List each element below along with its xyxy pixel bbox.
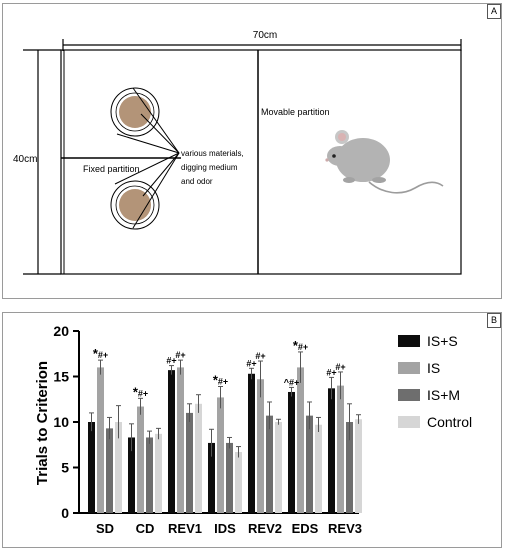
y-tick-label: 15 — [53, 369, 69, 385]
bar-sd-control — [115, 422, 122, 513]
legend-swatch-control — [398, 416, 420, 428]
bar-rev3-control — [355, 419, 362, 513]
x-tick-label: IDS — [214, 521, 236, 536]
width-label: 70cm — [253, 30, 277, 41]
apparatus-panel: A 70cm 40cm Fixed partition Movable part… — [2, 3, 502, 299]
legend: IS+S IS IS+M Control — [398, 333, 472, 430]
x-tick-label: REV1 — [168, 521, 202, 536]
legend-label: IS — [427, 360, 440, 376]
apparatus-box — [60, 49, 462, 275]
x-tick-labels: SD CD REV1 IDS REV2 EDS REV3 — [96, 521, 362, 536]
x-tick-label: EDS — [292, 521, 319, 536]
bar-ids-is-s — [208, 442, 215, 513]
significance-annotation: #+ — [326, 367, 336, 377]
bar-ids-is-m — [226, 442, 233, 513]
bar-rev1-is-s — [168, 370, 175, 513]
significance-annotation: *#+ — [293, 338, 308, 353]
significance-annotation: #+ — [255, 351, 265, 361]
digging-bowl-top — [110, 87, 160, 137]
x-tick-label: REV3 — [328, 521, 362, 536]
x-tick-label: CD — [136, 521, 155, 536]
legend-swatch-is-m — [398, 389, 420, 401]
height-label: 40cm — [13, 154, 37, 165]
bar-sd-is-s — [88, 422, 95, 513]
legend-label: IS+M — [427, 387, 460, 403]
legend-swatch-is — [398, 362, 420, 374]
y-tick-label: 10 — [53, 414, 69, 430]
bar-ids-control — [235, 452, 242, 513]
y-tick-label: 0 — [61, 505, 69, 521]
bar-rev2-control — [275, 422, 282, 513]
bar-cd-is-s — [128, 437, 135, 513]
bar-eds-is-s — [288, 391, 295, 513]
digging-bowl-bottom — [110, 180, 160, 230]
bar-eds-control — [315, 424, 322, 513]
bar-rev3-is — [337, 385, 344, 513]
bar-eds-is-m — [306, 415, 313, 513]
panel-b-label: B — [487, 313, 501, 328]
significance-annotation: #+ — [335, 362, 345, 372]
materials-label: various materials, digging medium and od… — [181, 149, 246, 186]
apparatus-diagram: 70cm 40cm Fixed partition Movable partit… — [13, 30, 462, 275]
y-ticks: 0 5 10 15 20 — [53, 323, 79, 521]
bar-sd-is — [97, 367, 104, 513]
bar-rev1-is — [177, 367, 184, 513]
bar-cd-control — [155, 433, 162, 513]
x-tick-label: REV2 — [248, 521, 282, 536]
bar-rev2-is — [257, 379, 264, 513]
x-tick-label: SD — [96, 521, 114, 536]
bar-sd-is-m — [106, 428, 113, 513]
significance-annotation: *#+ — [133, 384, 148, 399]
bar-cd-is — [137, 406, 144, 513]
significance-annotation: ^#+ — [284, 377, 300, 387]
significance-annotation: *#+ — [93, 346, 108, 361]
significance-annotation: *#+ — [213, 373, 228, 388]
panel-a-label: A — [487, 4, 501, 19]
movable-partition-label: Movable partition — [261, 107, 330, 117]
significance-annotation: #+ — [175, 350, 185, 360]
bar-rev3-is-s — [328, 388, 335, 513]
y-tick-label: 5 — [61, 460, 69, 476]
legend-label: Control — [427, 414, 472, 430]
significance-annotation: #+ — [246, 358, 256, 368]
bar-ids-is — [217, 397, 224, 513]
pointer-lines — [114, 87, 180, 229]
bar-rev1-control — [195, 403, 202, 513]
bar-rev2-is-m — [266, 415, 273, 513]
mouse-illustration — [325, 130, 444, 194]
y-axis-label: Trials to Criterion — [34, 361, 51, 485]
legend-label: IS+S — [427, 333, 458, 349]
fixed-partition-label: Fixed partition — [83, 164, 140, 174]
bar-rev2-is-s — [248, 373, 255, 513]
y-tick-label: 20 — [53, 323, 69, 339]
legend-swatch-is-s — [398, 335, 420, 347]
bar-rev3-is-m — [346, 422, 353, 513]
bar-rev1-is-m — [186, 412, 193, 513]
bars: *#+*#+#+#+*#+#+#+^#+*#+#+#+ — [88, 338, 362, 513]
bar-eds-is — [297, 367, 304, 513]
bar-cd-is-m — [146, 437, 153, 513]
significance-annotation: #+ — [166, 356, 176, 366]
chart-panel: B 0 5 10 15 20 *#+ *#+ #+ #+ *#+ #+ #+ ^#+ *#+ #+ #+ S… — [2, 312, 502, 548]
